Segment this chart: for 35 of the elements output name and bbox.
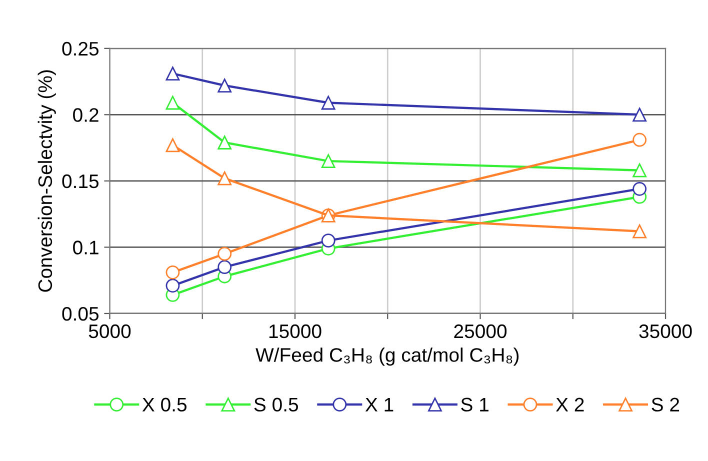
x-axis-title: W/Feed C₃H₈ (g cat/mol C₃H₈) bbox=[256, 348, 519, 366]
point bbox=[218, 136, 232, 150]
legend-label: S 2 bbox=[652, 398, 680, 412]
x-tick-label: 5000 bbox=[88, 324, 131, 338]
x-tick-label: 25000 bbox=[454, 324, 507, 338]
point bbox=[632, 163, 647, 178]
y-tick-label: 0.05 bbox=[62, 306, 99, 321]
legend-label: X 2 bbox=[556, 398, 584, 412]
y-axis-title: Conversion-Selectvity (%) bbox=[38, 70, 56, 292]
y-tick-label: 0.1 bbox=[73, 240, 98, 254]
point bbox=[632, 182, 647, 196]
point bbox=[166, 265, 180, 280]
point bbox=[632, 108, 647, 122]
x-tick-label: 35000 bbox=[639, 324, 692, 338]
point bbox=[166, 66, 180, 81]
point bbox=[218, 171, 232, 186]
point bbox=[166, 138, 180, 152]
point bbox=[218, 260, 232, 274]
point bbox=[632, 224, 647, 238]
legend-label: X 0.5 bbox=[142, 398, 187, 412]
point bbox=[632, 132, 647, 147]
legend-label: S 1 bbox=[461, 398, 488, 412]
point bbox=[218, 246, 232, 261]
y-tick-label: 0.15 bbox=[62, 174, 99, 188]
point bbox=[218, 78, 232, 92]
point bbox=[166, 278, 180, 293]
point bbox=[166, 96, 180, 110]
x-tick-label: 15000 bbox=[269, 324, 322, 338]
point bbox=[321, 154, 336, 168]
legend-label: S 0.5 bbox=[254, 398, 298, 412]
y-tick-label: 0.25 bbox=[62, 42, 99, 56]
point bbox=[321, 234, 336, 248]
point bbox=[321, 96, 336, 110]
y-tick-label: 0.2 bbox=[73, 108, 98, 122]
legend-label: X 1 bbox=[365, 398, 394, 412]
